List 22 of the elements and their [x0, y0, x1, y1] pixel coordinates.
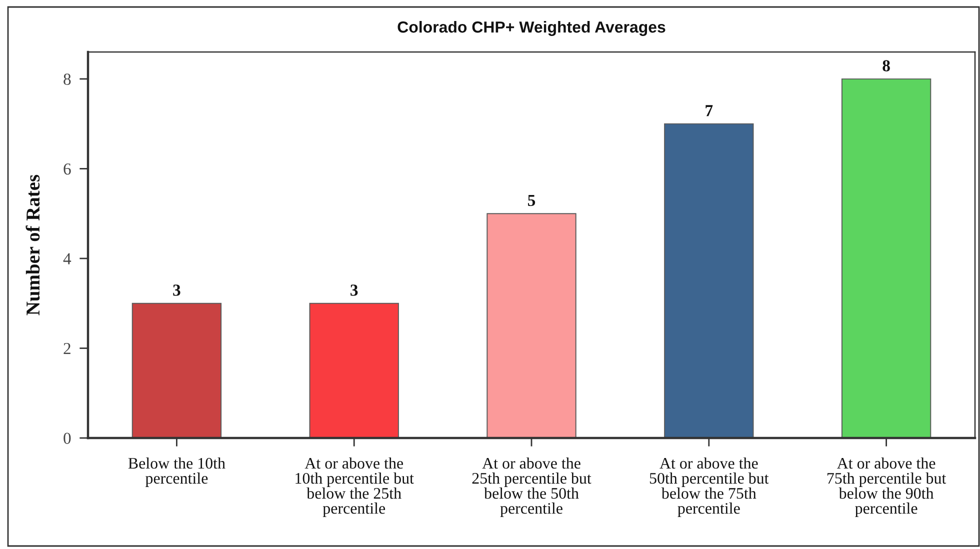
bar [486, 213, 576, 438]
y-tick-label: 4 [63, 253, 72, 264]
data-label: 3 [173, 284, 180, 296]
bar [132, 302, 222, 438]
data-label: 7 [706, 105, 713, 116]
bar [841, 78, 932, 438]
x-tick-label: At or above the 75th percentile but below the 90th percentile [827, 457, 946, 518]
y-tick-label: 6 [64, 163, 71, 175]
x-tick-label: At or above the 25th percentile but below the 50th percentile [472, 457, 592, 518]
y-tick-label: 8 [64, 74, 71, 85]
x-tick-label: At or above the 50th percentile but below the 75th percentile [650, 457, 769, 518]
y-axis-title: Number of Rates [26, 174, 40, 316]
x-tick-label: At or above the 10th percentile but below the 25th percentile [296, 457, 414, 518]
data-label: 5 [528, 194, 536, 206]
data-label: 8 [882, 60, 890, 72]
chart-title: Colorado CHP+ Weighted Averages [398, 20, 666, 36]
x-tick-label: Below the 10th percentile [128, 457, 226, 487]
y-tick-label: 0 [64, 432, 71, 444]
bar [664, 123, 754, 438]
bar [309, 302, 399, 438]
data-label: 3 [350, 284, 358, 296]
y-tick-label: 2 [64, 342, 70, 354]
